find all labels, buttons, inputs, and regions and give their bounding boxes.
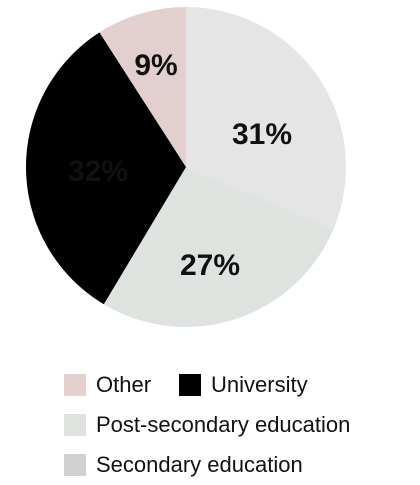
legend-swatch — [64, 374, 86, 396]
pie-slice-label-other: 9% — [134, 49, 177, 82]
legend-swatch — [64, 414, 86, 436]
legend-label: Other — [96, 372, 152, 397]
pie-chart: 31% 27% 32% 9% — [25, 7, 346, 327]
legend-row-2: Post-secondary education — [64, 405, 350, 445]
legend-item-university: University — [179, 372, 308, 398]
pie-slice-label-university: 32% — [68, 155, 128, 188]
pie-slice-university — [25, 32, 186, 305]
legend-swatch — [64, 454, 86, 476]
legend-item-post-secondary-education: Post-secondary education — [64, 412, 350, 438]
legend-row-3: Secondary education — [64, 445, 350, 485]
legend-label: Secondary education — [96, 452, 303, 477]
legend-label: University — [211, 372, 308, 397]
pie-slice-other — [99, 7, 186, 167]
pie-slice-post-secondary-education — [103, 167, 334, 327]
pie-slice-label-secondary-education: 31% — [232, 118, 292, 151]
pie-slice-label-post-secondary-education: 27% — [180, 249, 240, 282]
legend-label: Post-secondary education — [96, 412, 351, 437]
legend-row-1: Other University — [64, 365, 350, 405]
legend-item-other: Other — [64, 372, 151, 398]
legend-item-secondary-education: Secondary education — [64, 452, 303, 478]
legend-swatch — [179, 374, 202, 396]
chart-legend: Other University Post-secondary education S… — [64, 365, 350, 485]
pie-slice-secondary-education — [186, 7, 346, 229]
